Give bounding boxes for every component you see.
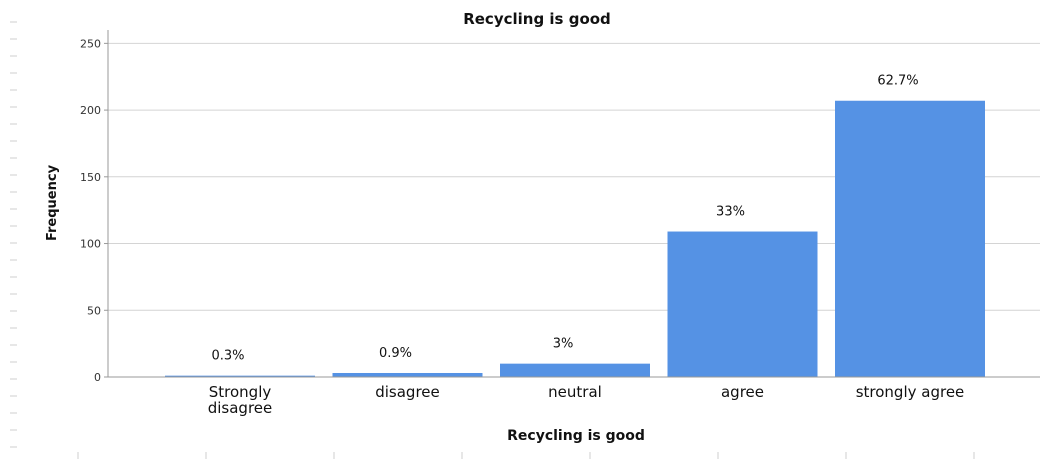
y-tick-label: 200 — [80, 104, 101, 117]
x-tick-label: agree — [721, 383, 764, 401]
bar — [165, 375, 315, 377]
chart-title: Recycling is good — [463, 10, 611, 28]
y-tick-label: 250 — [80, 37, 101, 50]
data-label: 0.9% — [379, 346, 412, 361]
bar — [835, 100, 985, 377]
bar-layer — [165, 100, 985, 377]
bar — [332, 372, 483, 377]
data-label: 0.3% — [211, 349, 244, 364]
label-layer: 0.3%Stronglydisagree0.9%disagree3%neutra… — [208, 74, 965, 417]
y-tick-label: 150 — [80, 171, 101, 184]
axis-layer: 0 50 100 150 200 250 — [80, 30, 1040, 384]
y-tick-label: 100 — [80, 238, 101, 251]
x-axis-label: Recycling is good — [507, 428, 645, 444]
y-axis-label: Frequency — [45, 164, 60, 241]
y-tick-label: 0 — [94, 371, 101, 384]
x-tick-label: disagree — [375, 383, 440, 401]
x-tick-label: strongly agree — [856, 383, 965, 401]
data-label: 62.7% — [877, 74, 918, 89]
x-tick-label: neutral — [548, 383, 602, 401]
x-tick-label: disagree — [208, 399, 273, 417]
bar — [500, 363, 650, 377]
x-tick-label: Strongly — [209, 383, 272, 401]
data-label: 3% — [553, 337, 574, 352]
bar — [667, 231, 818, 377]
decor-layer — [10, 21, 975, 459]
y-tick-label: 50 — [87, 304, 101, 317]
data-label: 33% — [716, 205, 745, 220]
